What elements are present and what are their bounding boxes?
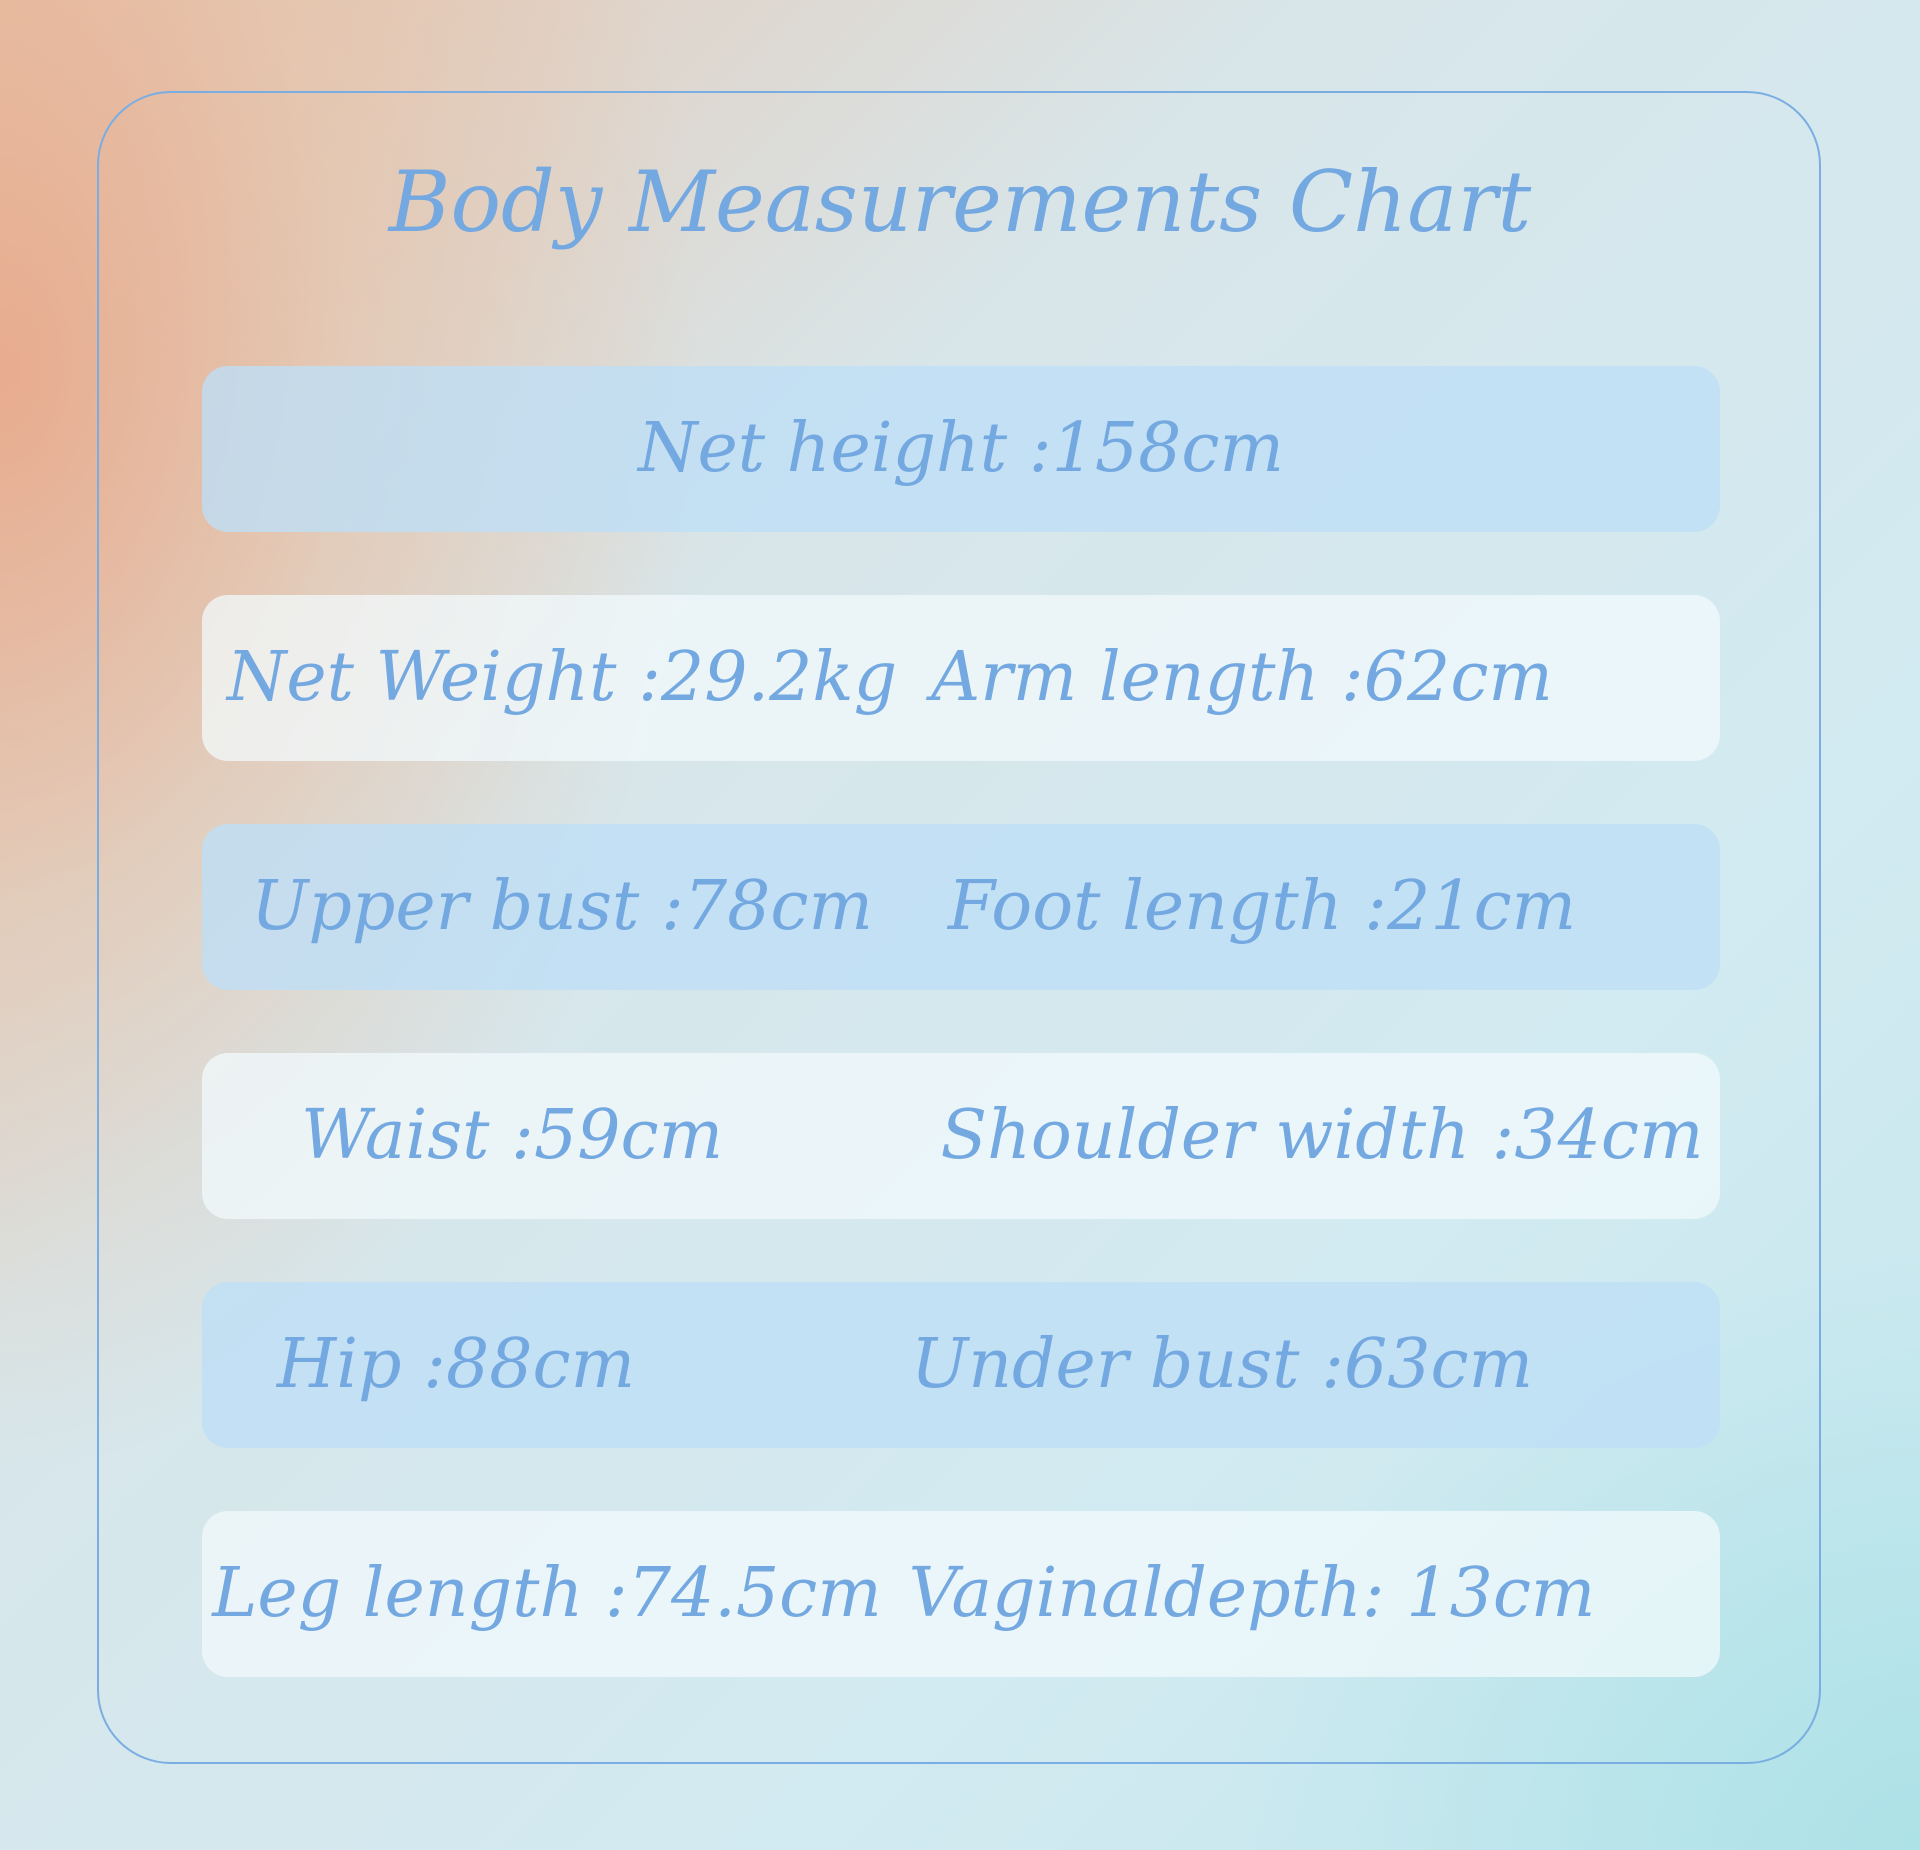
leg-length: Leg length :74.5cm [212, 1554, 882, 1633]
under-bust: Under bust :63cm [910, 1325, 1534, 1404]
arm-length: Arm length :62cm [931, 638, 1553, 717]
hip: Hip :88cm [276, 1325, 636, 1404]
measurement-row: Hip :88cm Under bust :63cm [202, 1282, 1720, 1448]
net-height: Net height :158cm [638, 409, 1284, 488]
measurement-row: Waist :59cm Shoulder width :34cm [202, 1053, 1720, 1219]
measurement-row: Net Weight :29.2kg Arm length :62cm [202, 595, 1720, 761]
net-weight: Net Weight :29.2kg [226, 638, 898, 717]
vaginal-depth: Vaginaldepth: 13cm [908, 1554, 1596, 1633]
upper-bust: Upper bust :78cm [251, 867, 873, 946]
waist: Waist :59cm [300, 1096, 724, 1175]
foot-length: Foot length :21cm [947, 867, 1577, 946]
chart-title: Body Measurements Chart [388, 153, 1532, 251]
measurements-card [97, 91, 1821, 1764]
measurement-row: Upper bust :78cm Foot length :21cm [202, 824, 1720, 990]
shoulder-width: Shoulder width :34cm [940, 1096, 1704, 1175]
measurement-row: Net height :158cm [202, 366, 1720, 532]
measurement-row: Leg length :74.5cm Vaginaldepth: 13cm [202, 1511, 1720, 1677]
